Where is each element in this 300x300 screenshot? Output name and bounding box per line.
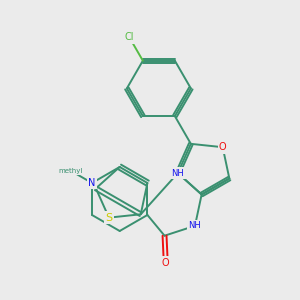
Text: O: O [219,142,226,152]
Text: NH: NH [172,169,184,178]
Text: NH: NH [189,221,201,230]
Text: O: O [162,258,169,268]
Text: S: S [105,213,112,223]
Text: N: N [88,178,96,188]
Text: methyl: methyl [58,168,83,174]
Text: Cl: Cl [124,32,134,42]
